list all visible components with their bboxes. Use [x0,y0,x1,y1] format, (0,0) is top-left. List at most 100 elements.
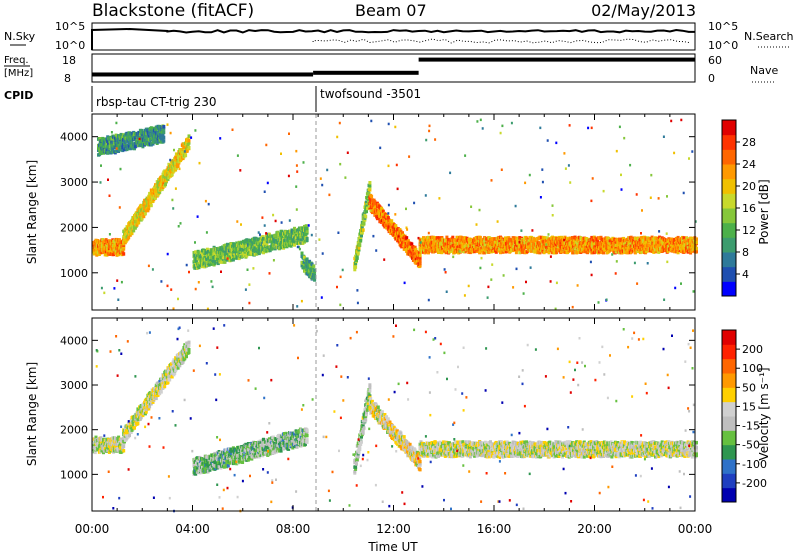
cell [148,404,152,409]
cell [605,241,609,245]
cell [121,135,125,140]
cell [94,250,98,254]
cell [95,441,99,445]
cell [187,340,191,345]
cell [504,249,508,254]
cell [404,245,408,249]
cell [174,359,178,363]
cell [408,252,412,256]
cell [410,242,414,246]
cell [561,249,564,254]
noise-cell [169,131,172,135]
noise-cell [169,158,172,162]
cell [553,246,557,251]
noise-cell [515,267,518,271]
noise-cell [415,260,418,263]
cell [284,242,288,246]
noise-cell [296,305,299,308]
cell [457,247,461,251]
noise-cell [248,301,251,305]
cell [664,241,668,245]
cell [303,224,306,229]
cell [539,241,543,246]
noise-cell [336,285,338,289]
cell [98,137,102,141]
cell [195,266,199,270]
cell [356,250,360,255]
noise-cell [555,281,558,285]
noise-cell [405,226,408,229]
cell [394,224,398,228]
noise-cell [608,239,611,243]
cell [202,464,206,468]
cell [690,237,694,241]
noise-cell [179,222,182,225]
cell [280,245,284,249]
cell [362,222,366,226]
noise-cell [568,124,571,127]
cell [686,250,690,254]
cell [502,245,506,249]
cell [566,239,569,243]
cell [221,251,224,255]
noise-cell [194,129,197,132]
cell [313,277,317,281]
cell [418,253,422,258]
noise-cell [635,193,638,196]
freq-frame [91,53,696,83]
cell [304,262,308,266]
cell [108,250,112,254]
cell [288,241,292,246]
cell [153,185,157,190]
cell [606,247,610,251]
noise-cell [220,270,222,273]
cell [226,253,230,257]
cell [667,244,671,249]
cell [540,235,544,240]
cell [576,239,580,243]
cell [551,239,554,243]
cell [656,247,660,251]
cell [265,243,269,247]
noise-cell [231,128,234,131]
noise-cell [318,238,321,241]
noise-cell [177,225,180,228]
cell [695,237,698,241]
cell [166,380,170,385]
velocity-background [92,318,695,511]
cell [368,181,372,185]
cell [215,459,219,464]
noise-cell [197,281,200,284]
noise-cell [298,247,301,251]
noise-cell [113,287,116,290]
power-x-ticks [91,114,696,310]
noise-cell [428,129,431,133]
noise-cell [666,260,669,264]
noise-cell [549,255,552,258]
cell [202,258,206,262]
cell [292,239,296,243]
cell [215,455,219,460]
noise-cell [406,228,409,231]
cell [218,455,222,459]
noise-cell [525,280,527,284]
noise-cell [304,226,307,230]
cell [418,264,422,268]
cell [187,141,191,145]
cell [205,254,209,258]
cell [633,239,637,243]
cell [108,144,112,148]
cell [174,155,178,160]
cell [102,142,106,146]
noise-cell [307,224,310,227]
cell [154,196,157,200]
noise-cell [640,232,642,235]
cell [572,238,576,243]
cell [161,185,165,190]
noise-cell [502,274,505,277]
noise-cell [590,273,593,277]
cell [640,250,644,254]
cell [235,461,239,466]
cell [545,238,549,243]
cell [543,236,547,240]
